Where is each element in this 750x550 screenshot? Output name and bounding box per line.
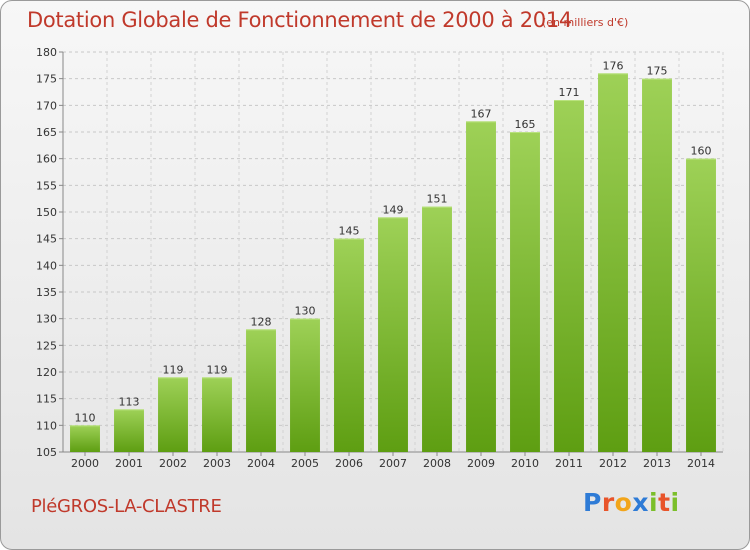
x-tick-label-2005: 2005 — [291, 457, 319, 470]
data-label-2011: 171 — [559, 86, 580, 99]
data-label-2013: 175 — [647, 65, 668, 78]
bar-2009 — [466, 121, 496, 452]
data-label-2010: 165 — [515, 118, 536, 131]
x-tick-label-2007: 2007 — [379, 457, 407, 470]
bar-2003 — [202, 377, 232, 452]
x-tick-label-2003: 2003 — [203, 457, 231, 470]
x-tick-label-2006: 2006 — [335, 457, 363, 470]
y-tick-label: 110 — [36, 419, 57, 432]
data-labels: 110 113 119 119 128 130 145 149 151 167 165 171 176 1… — [75, 59, 712, 424]
bar-2010 — [510, 132, 540, 452]
bar-2001 — [114, 409, 144, 452]
x-tick-label-2014: 2014 — [687, 457, 715, 470]
bar-2004 — [246, 329, 276, 452]
proxiti-logo: Proxiti — [583, 488, 680, 517]
bar-2012 — [598, 73, 628, 452]
bar-2008 — [422, 206, 452, 452]
bar-2005 — [290, 318, 320, 452]
data-label-2005: 130 — [295, 305, 316, 318]
logo-letter: i — [649, 488, 659, 517]
y-tick-label: 180 — [36, 46, 57, 59]
bar-2000 — [70, 425, 100, 452]
logo-letter: o — [614, 488, 633, 517]
logo-letter: i — [670, 488, 680, 517]
bar-2011 — [554, 100, 584, 452]
y-tick-label: 120 — [36, 366, 57, 379]
commune-name: PléGROS-LA-CLASTRE — [31, 496, 222, 517]
x-tick-label-2008: 2008 — [423, 457, 451, 470]
bar-2006 — [334, 238, 364, 452]
x-tick-label-2009: 2009 — [467, 457, 495, 470]
bar-2002 — [158, 377, 188, 452]
y-tick-label: 105 — [36, 446, 57, 459]
y-tick-label: 125 — [36, 339, 57, 352]
data-label-2007: 149 — [383, 203, 404, 216]
data-label-2000: 110 — [75, 411, 96, 424]
y-tick-label: 145 — [36, 233, 57, 246]
data-label-2009: 167 — [471, 107, 492, 120]
x-tick-label-2001: 2001 — [115, 457, 143, 470]
x-tick-labels: 2000 2001 2002 2003 2004 2005 2006 2007 2008 2009… — [71, 457, 715, 470]
data-label-2001: 113 — [119, 395, 140, 408]
data-label-2006: 145 — [339, 225, 360, 238]
y-tick-label: 140 — [36, 259, 57, 272]
y-tick-label: 150 — [36, 206, 57, 219]
x-tick-label-2002: 2002 — [159, 457, 187, 470]
x-tick-label-2012: 2012 — [599, 457, 627, 470]
data-label-2002: 119 — [163, 363, 184, 376]
y-tick-label: 175 — [36, 73, 57, 86]
x-tick-label-2010: 2010 — [511, 457, 539, 470]
y-tick-label: 130 — [36, 313, 57, 326]
x-tick-label-2000: 2000 — [71, 457, 99, 470]
y-tick-label: 160 — [36, 153, 57, 166]
logo-letter: r — [601, 488, 615, 517]
bars — [70, 73, 716, 453]
x-tick-label-2013: 2013 — [643, 457, 671, 470]
bar-2007 — [378, 217, 408, 452]
logo-letter: t — [658, 488, 671, 517]
data-label-2008: 151 — [427, 193, 448, 206]
y-tick-label: 115 — [36, 393, 57, 406]
bar-2013 — [642, 78, 672, 453]
bar-2014 — [686, 158, 716, 452]
logo-letter: P — [583, 488, 602, 517]
y-tick-label: 165 — [36, 126, 57, 139]
x-tick-label-2004: 2004 — [247, 457, 275, 470]
logo-letter: x — [632, 488, 649, 517]
x-tick-label-2011: 2011 — [555, 457, 583, 470]
y-tick-label: 135 — [36, 286, 57, 299]
data-label-2012: 176 — [603, 59, 624, 72]
data-label-2003: 119 — [207, 363, 228, 376]
unit-label: (en milliers d'€) — [542, 16, 629, 29]
y-tick-label: 170 — [36, 99, 57, 112]
data-label-2014: 160 — [691, 145, 712, 158]
chart-title: Dotation Globale de Fonctionnement de 20… — [27, 8, 572, 32]
y-tick-labels: 105 110 115 120 125 130 135 140 145 150 155 160 165 1… — [36, 46, 57, 459]
data-label-2004: 128 — [251, 315, 272, 328]
y-tick-label: 155 — [36, 179, 57, 192]
